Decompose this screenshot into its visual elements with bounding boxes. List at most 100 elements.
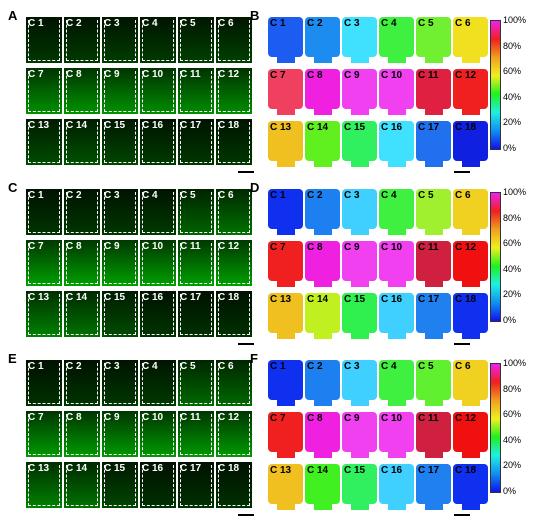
chamber-outline bbox=[180, 465, 212, 506]
chamber-tip bbox=[276, 55, 295, 63]
chamber-heatmap-cell: C 9 bbox=[342, 412, 377, 458]
chamber-image: C 8 bbox=[64, 240, 100, 286]
chamber-image: C 15 bbox=[102, 462, 138, 508]
chamber-label: C 13 bbox=[270, 294, 292, 305]
chamber-tip bbox=[424, 502, 443, 510]
chamber-label: C 12 bbox=[455, 413, 477, 424]
chamber-outline bbox=[66, 192, 98, 233]
chamber-label: C 8 bbox=[307, 242, 323, 253]
chamber-image: C 6 bbox=[216, 360, 252, 406]
chamber-outline bbox=[104, 122, 136, 163]
chamber-image: C 17 bbox=[178, 462, 214, 508]
chamber-heatmap-cell: C 16 bbox=[379, 464, 414, 510]
chamber-heatmap-cell: C 15 bbox=[342, 464, 377, 510]
chamber-tip bbox=[313, 450, 332, 458]
chamber-heatmap-cell: C 17 bbox=[416, 121, 451, 167]
chamber-image: C 9 bbox=[102, 411, 138, 457]
colorbar-tick-label: 40% bbox=[503, 263, 522, 274]
chamber-label: C 11 bbox=[180, 412, 201, 423]
colorbar-tick-label: 80% bbox=[503, 212, 522, 223]
chamber-image: C 5 bbox=[178, 360, 214, 406]
chamber-label: C 15 bbox=[344, 294, 366, 305]
chamber-outline bbox=[28, 294, 60, 335]
chamber-tip bbox=[461, 107, 480, 115]
chamber-tip bbox=[313, 55, 332, 63]
chamber-outline bbox=[104, 243, 136, 284]
chamber-label: C 1 bbox=[28, 18, 44, 29]
chamber-image: C 2 bbox=[64, 17, 100, 63]
chamber-heatmap-cell: C 18 bbox=[453, 121, 488, 167]
chamber-label: C 18 bbox=[218, 292, 240, 303]
chamber-label: C 14 bbox=[66, 292, 88, 303]
chamber-outline bbox=[28, 20, 60, 61]
chamber-heatmap-cell: C 12 bbox=[453, 69, 488, 115]
chamber-label: C 9 bbox=[344, 70, 360, 81]
chamber-outline bbox=[104, 20, 136, 61]
chamber-heatmap-cell: C 1 bbox=[268, 17, 303, 63]
chamber-outline bbox=[180, 20, 212, 61]
chamber-outline bbox=[180, 363, 212, 404]
chamber-label: C 15 bbox=[344, 122, 366, 133]
chamber-heatmap-cell: C 11 bbox=[416, 69, 451, 115]
chamber-image: C 15 bbox=[102, 119, 138, 165]
chamber-outline bbox=[142, 294, 174, 335]
chamber-image: C 1 bbox=[26, 360, 62, 406]
chamber-label: C 18 bbox=[455, 294, 477, 305]
chamber-image: C 17 bbox=[178, 119, 214, 165]
chamber-heatmap-cell: C 3 bbox=[342, 17, 377, 63]
chamber-image: C 7 bbox=[26, 411, 62, 457]
chamber-label: C 5 bbox=[180, 18, 196, 29]
panel-letter: C bbox=[8, 180, 18, 195]
chamber-image: C 12 bbox=[216, 240, 252, 286]
chamber-label: C 12 bbox=[218, 412, 240, 423]
chamber-label: C 8 bbox=[66, 69, 82, 80]
chamber-image: C 2 bbox=[64, 189, 100, 235]
chamber-heatmap-cell: C 16 bbox=[379, 293, 414, 339]
chamber-heatmap-cell: C 1 bbox=[268, 360, 303, 406]
chamber-label: C 6 bbox=[218, 18, 234, 29]
colorbar-tick-label: 100% bbox=[503, 358, 527, 368]
chamber-heatmap-cell: C 5 bbox=[416, 17, 451, 63]
chamber-outline bbox=[180, 414, 212, 455]
chamber-label: C 13 bbox=[270, 465, 292, 476]
colorbar-tick-label: 0% bbox=[503, 143, 517, 153]
chamber-tip bbox=[350, 331, 369, 339]
chamber-heatmap-cell: C 8 bbox=[305, 241, 340, 287]
chamber-image: C 3 bbox=[102, 17, 138, 63]
chamber-outline bbox=[218, 465, 250, 506]
chamber-tip bbox=[461, 55, 480, 63]
chamber-heatmap-cell: C 9 bbox=[342, 241, 377, 287]
chamber-tip bbox=[387, 450, 406, 458]
chamber-outline bbox=[218, 243, 250, 284]
chamber-label: C 15 bbox=[104, 292, 126, 303]
chamber-label: C 8 bbox=[307, 70, 323, 81]
chamber-heatmap-cell: C 7 bbox=[268, 241, 303, 287]
chamber-heatmap-cell: C 15 bbox=[342, 293, 377, 339]
chamber-heatmap-cell: C 18 bbox=[453, 464, 488, 510]
chamber-outline bbox=[66, 363, 98, 404]
colorbar-tick-label: 20% bbox=[503, 289, 522, 300]
colorbar-tick-label: 0% bbox=[503, 486, 517, 496]
chamber-tip bbox=[424, 227, 443, 235]
chamber-label: C 15 bbox=[104, 463, 126, 474]
chamber-outline bbox=[66, 71, 98, 112]
chamber-tip bbox=[424, 107, 443, 115]
colorbar-tick-label: 100% bbox=[503, 187, 527, 197]
colorbar-tick-label: 0% bbox=[503, 315, 517, 325]
chamber-image: C 1 bbox=[26, 17, 62, 63]
chamber-label: C 17 bbox=[418, 465, 440, 476]
chamber-label: C 4 bbox=[381, 190, 397, 201]
chamber-image: C 4 bbox=[140, 360, 176, 406]
chamber-heatmap-cell: C 13 bbox=[268, 293, 303, 339]
colorbar-tick-label: 20% bbox=[503, 460, 522, 471]
chamber-outline bbox=[28, 465, 60, 506]
chamber-tip bbox=[276, 227, 295, 235]
chamber-heatmap-cell: C 2 bbox=[305, 189, 340, 235]
chamber-outline bbox=[104, 465, 136, 506]
chamber-outline bbox=[180, 71, 212, 112]
chamber-heatmap-cell: C 10 bbox=[379, 412, 414, 458]
chamber-label: C 3 bbox=[344, 361, 360, 372]
chamber-heatmap-cell: C 2 bbox=[305, 360, 340, 406]
chamber-label: C 4 bbox=[142, 18, 158, 29]
chamber-tip bbox=[461, 279, 480, 287]
